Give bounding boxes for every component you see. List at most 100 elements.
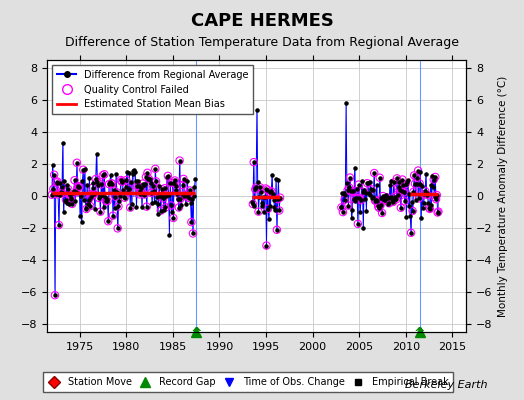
Point bbox=[407, 230, 415, 236]
Point bbox=[132, 178, 140, 184]
Point bbox=[74, 183, 83, 190]
Point bbox=[109, 212, 117, 219]
Point bbox=[172, 187, 181, 193]
Point bbox=[396, 187, 404, 193]
Point bbox=[103, 198, 112, 204]
Point bbox=[343, 187, 352, 194]
Point bbox=[105, 181, 113, 187]
Point bbox=[166, 179, 174, 186]
Point bbox=[48, 192, 56, 198]
Point bbox=[107, 180, 116, 186]
Point bbox=[344, 202, 353, 209]
Point bbox=[412, 174, 421, 181]
Point bbox=[161, 204, 170, 210]
Point bbox=[68, 201, 77, 207]
Point bbox=[67, 196, 75, 202]
Point bbox=[111, 193, 119, 200]
Point bbox=[165, 191, 173, 198]
Point bbox=[346, 174, 354, 181]
Point bbox=[127, 200, 136, 207]
Point bbox=[95, 195, 103, 201]
Point bbox=[272, 176, 280, 182]
Point bbox=[69, 190, 77, 197]
Point bbox=[160, 185, 169, 192]
Point bbox=[363, 180, 372, 186]
Point bbox=[126, 204, 134, 211]
Point bbox=[90, 191, 99, 198]
Point bbox=[380, 194, 389, 200]
Point bbox=[168, 208, 176, 215]
Point bbox=[89, 184, 97, 191]
Point bbox=[84, 201, 92, 207]
Point bbox=[117, 178, 126, 185]
Point bbox=[433, 192, 441, 198]
Point bbox=[387, 178, 396, 184]
Point bbox=[393, 175, 401, 182]
Point bbox=[394, 191, 402, 198]
Point bbox=[138, 204, 146, 210]
Point bbox=[118, 178, 127, 185]
Point bbox=[430, 194, 439, 200]
Point bbox=[138, 180, 147, 187]
Point bbox=[53, 178, 61, 185]
Point bbox=[405, 191, 413, 197]
Point bbox=[56, 192, 64, 198]
Point bbox=[74, 183, 83, 190]
Point bbox=[351, 164, 359, 171]
Point bbox=[408, 208, 417, 214]
Point bbox=[63, 200, 72, 206]
Point bbox=[354, 181, 363, 188]
Point bbox=[397, 187, 406, 194]
Point bbox=[170, 180, 178, 186]
Point bbox=[187, 219, 195, 225]
Point bbox=[81, 166, 89, 172]
Point bbox=[260, 194, 269, 200]
Point bbox=[56, 180, 64, 187]
Point bbox=[135, 191, 144, 198]
Point bbox=[348, 207, 356, 213]
Point bbox=[423, 192, 432, 198]
Point bbox=[337, 204, 345, 211]
Point bbox=[106, 172, 115, 179]
Point bbox=[72, 189, 80, 195]
Point bbox=[275, 207, 283, 214]
Point bbox=[163, 173, 172, 179]
Point bbox=[94, 182, 102, 188]
Point bbox=[343, 180, 351, 186]
Point bbox=[396, 187, 404, 193]
Point bbox=[397, 205, 405, 211]
Point bbox=[381, 197, 389, 204]
Point bbox=[340, 196, 348, 203]
Point bbox=[385, 200, 394, 206]
Point bbox=[176, 157, 184, 164]
Point bbox=[146, 180, 155, 186]
Point bbox=[276, 194, 284, 201]
Point bbox=[145, 176, 153, 182]
Point bbox=[182, 193, 191, 200]
Point bbox=[103, 196, 111, 202]
Point bbox=[160, 185, 169, 192]
Point bbox=[374, 203, 383, 210]
Point bbox=[395, 184, 403, 190]
Point bbox=[190, 193, 198, 200]
Point bbox=[58, 183, 66, 190]
Point bbox=[62, 182, 71, 188]
Point bbox=[52, 179, 61, 186]
Point bbox=[263, 186, 271, 193]
Point bbox=[431, 174, 440, 180]
Point bbox=[338, 190, 346, 197]
Point bbox=[174, 204, 183, 211]
Point bbox=[89, 180, 97, 186]
Point bbox=[392, 196, 400, 202]
Point bbox=[113, 189, 121, 196]
Point bbox=[83, 182, 91, 188]
Point bbox=[166, 179, 174, 186]
Point bbox=[407, 230, 415, 236]
Point bbox=[383, 194, 391, 200]
Point bbox=[114, 203, 123, 210]
Point bbox=[159, 195, 167, 202]
Point bbox=[57, 189, 66, 196]
Y-axis label: Monthly Temperature Anomaly Difference (°C): Monthly Temperature Anomaly Difference (… bbox=[498, 75, 508, 317]
Point bbox=[112, 171, 121, 177]
Point bbox=[390, 179, 398, 186]
